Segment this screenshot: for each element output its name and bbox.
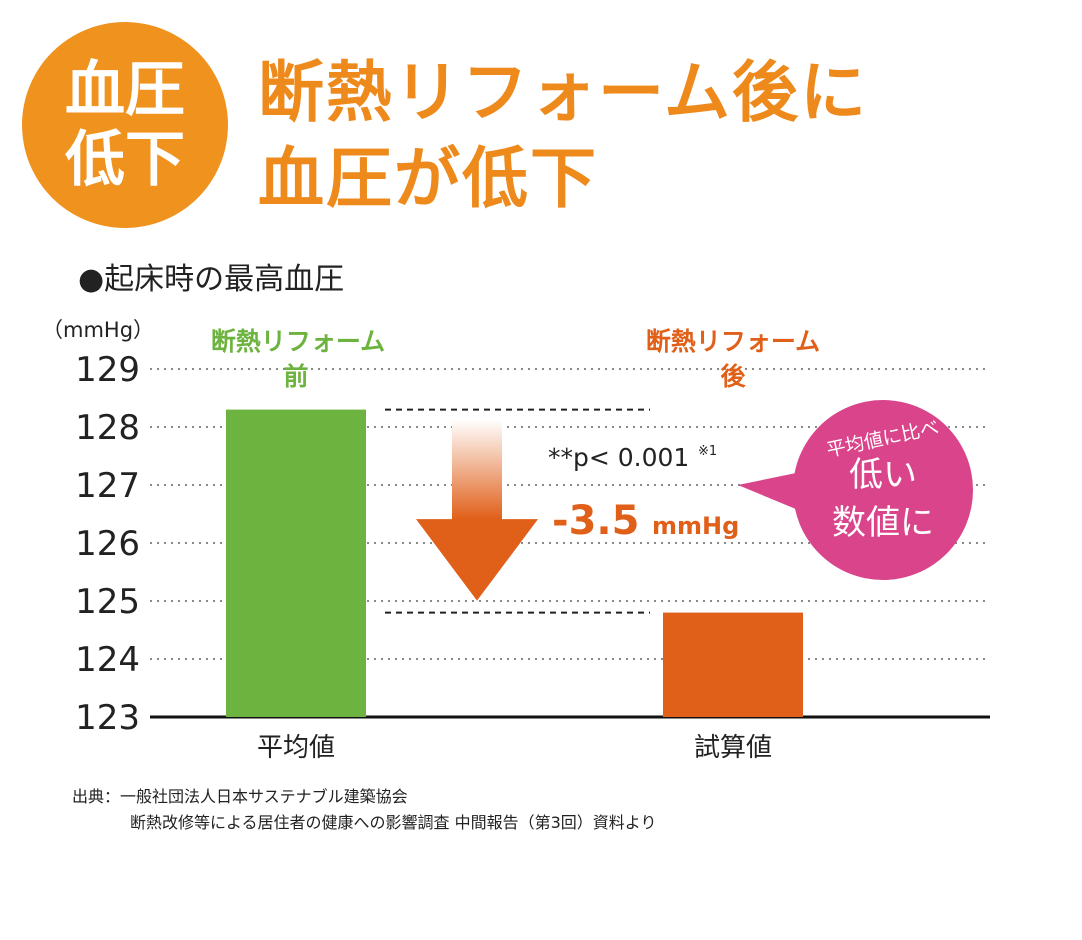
chart-subtitle: ●起床時の最高血圧 [78, 262, 345, 297]
y-axis-unit: （mmHg） [42, 318, 155, 342]
x-tick-label: 試算値 [694, 733, 772, 763]
bubble-line3: 数値に [832, 503, 934, 543]
bubble-tail [738, 472, 803, 512]
y-tick-label: 125 [75, 582, 140, 622]
y-tick-label: 127 [75, 466, 140, 506]
bar-header-label: 断熱リフォーム [646, 327, 820, 356]
source-line1: 出典：一般社団法人日本サステナブル建築協会 [72, 787, 408, 806]
headline-line2: 血圧が低下 [258, 140, 598, 217]
bar-header-sublabel: 前 [283, 362, 308, 391]
bar-header-label: 断熱リフォーム [211, 327, 385, 356]
x-tick-label: 平均値 [257, 733, 335, 763]
headline: 断熱リフォーム後に 血圧が低下 [258, 50, 868, 222]
p-value-label: **p< 0.001 [548, 443, 689, 472]
footnote-mark: ※1 [698, 444, 717, 459]
headline-line1: 断熱リフォーム後に [258, 54, 869, 131]
badge-line1: 血圧 [65, 55, 185, 125]
bar [226, 409, 366, 717]
y-tick-label: 124 [75, 640, 140, 680]
bubble-line2: 低い [849, 455, 917, 495]
source-note: 出典：一般社団法人日本サステナブル建築協会 断熱改修等による居住者の健康への影響… [72, 784, 656, 836]
difference-value: -3.5 [552, 498, 639, 544]
topic-badge: 血圧 低下 [22, 22, 228, 228]
bar [663, 612, 803, 717]
y-tick-label: 123 [75, 698, 140, 738]
source-line2: 断熱改修等による居住者の健康への影響調査 中間報告（第3回）資料より [130, 813, 657, 832]
bar-header-sublabel: 後 [720, 362, 746, 391]
bar-chart: 123124125126127128129平均値断熱リフォーム前試算値断熱リフォ… [75, 327, 990, 763]
y-tick-label: 126 [75, 524, 140, 564]
y-tick-label: 129 [75, 350, 140, 390]
badge-line2: 低下 [65, 125, 185, 195]
decrease-arrow [416, 419, 538, 601]
callout-bubble [793, 400, 973, 580]
y-tick-label: 128 [75, 408, 140, 448]
difference-unit: mmHg [652, 512, 739, 540]
